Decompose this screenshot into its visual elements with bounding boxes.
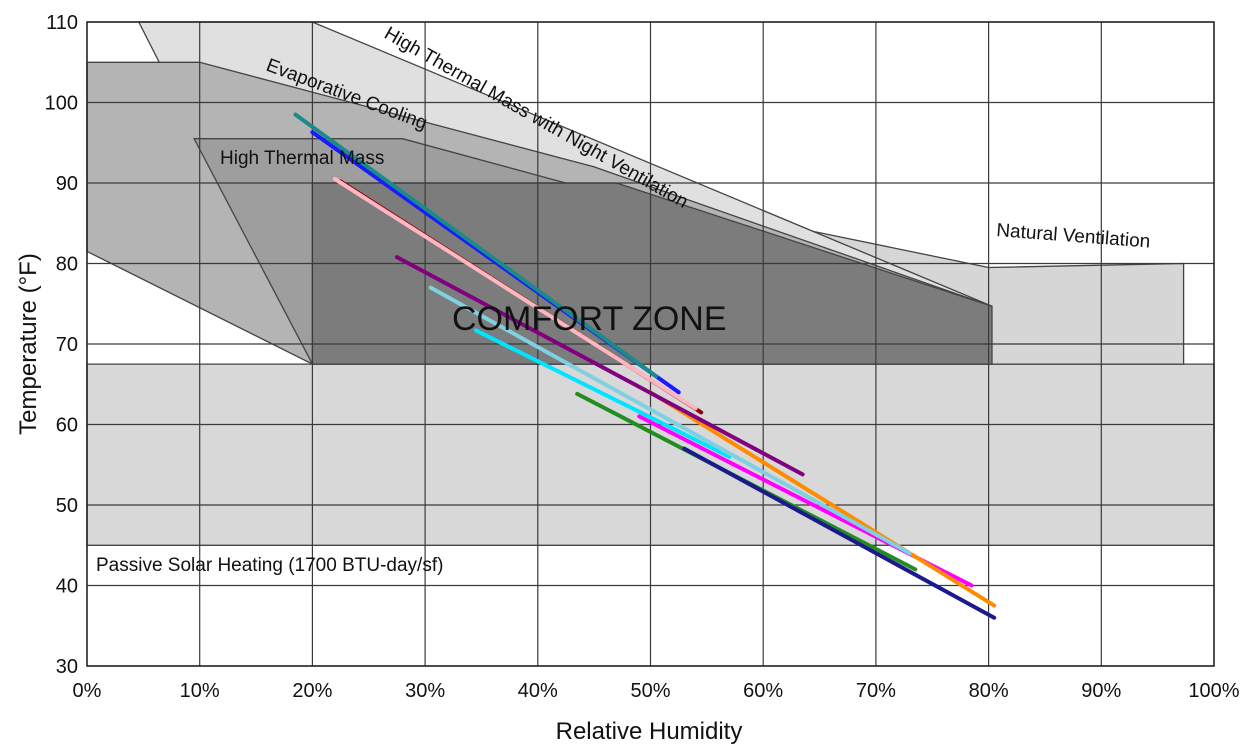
series-line-3 <box>648 390 997 608</box>
series-line-7 <box>394 255 805 477</box>
y-tick-label: 40 <box>56 576 78 598</box>
y-tick-label: 50 <box>56 495 78 517</box>
y-tick-label: 70 <box>56 334 78 356</box>
y-tick-label: 30 <box>56 656 78 678</box>
x-tick-label: 0% <box>73 680 102 702</box>
zones-layer <box>86 21 1215 546</box>
y-tick-label: 80 <box>56 254 78 276</box>
x-tick-label: 30% <box>405 680 445 702</box>
y-tick-label: 110 <box>46 12 78 34</box>
grid-layer <box>86 21 1215 667</box>
series-line-5 <box>473 328 732 459</box>
x-tick-label: 90% <box>1081 680 1121 702</box>
series-line-6 <box>428 285 912 556</box>
x-tick-label: 50% <box>630 680 670 702</box>
series-layer <box>293 112 997 620</box>
x-tick-label: 60% <box>743 680 783 702</box>
x-axis-title: Relative Humidity <box>556 718 743 745</box>
tick-labels: 0% 10% 20% 30% 40% 50% 60% 70% 80% 90% 100% 30 40 50 6… <box>45 12 1240 702</box>
series-line-9 <box>332 177 698 411</box>
y-tick-label: 90 <box>56 173 78 195</box>
x-tick-label: 70% <box>856 680 896 702</box>
series-line-11 <box>293 112 659 379</box>
x-tick-label: 100% <box>1188 680 1239 702</box>
x-tick-label: 10% <box>180 680 220 702</box>
plot-frame <box>86 21 1215 667</box>
x-tick-label: 40% <box>518 680 558 702</box>
label-comfort-zone: COMFORT ZONE <box>452 300 727 338</box>
label-passive-solar-heating: Passive Solar Heating (1700 BTU-day/sf) <box>96 555 443 576</box>
y-axis-title: Temperature (°F) <box>15 253 42 435</box>
x-tick-label: 20% <box>292 680 332 702</box>
series-line-4 <box>682 446 997 620</box>
comfort-label-layer: COMFORT ZONE <box>452 300 727 338</box>
label-natural-ventilation: Natural Ventilation <box>996 220 1151 253</box>
y-tick-label: 60 <box>56 415 78 437</box>
x-tick-label: 80% <box>969 680 1009 702</box>
y-tick-label: 100 <box>45 93 78 115</box>
label-high-thermal-mass: High Thermal Mass <box>220 148 384 169</box>
